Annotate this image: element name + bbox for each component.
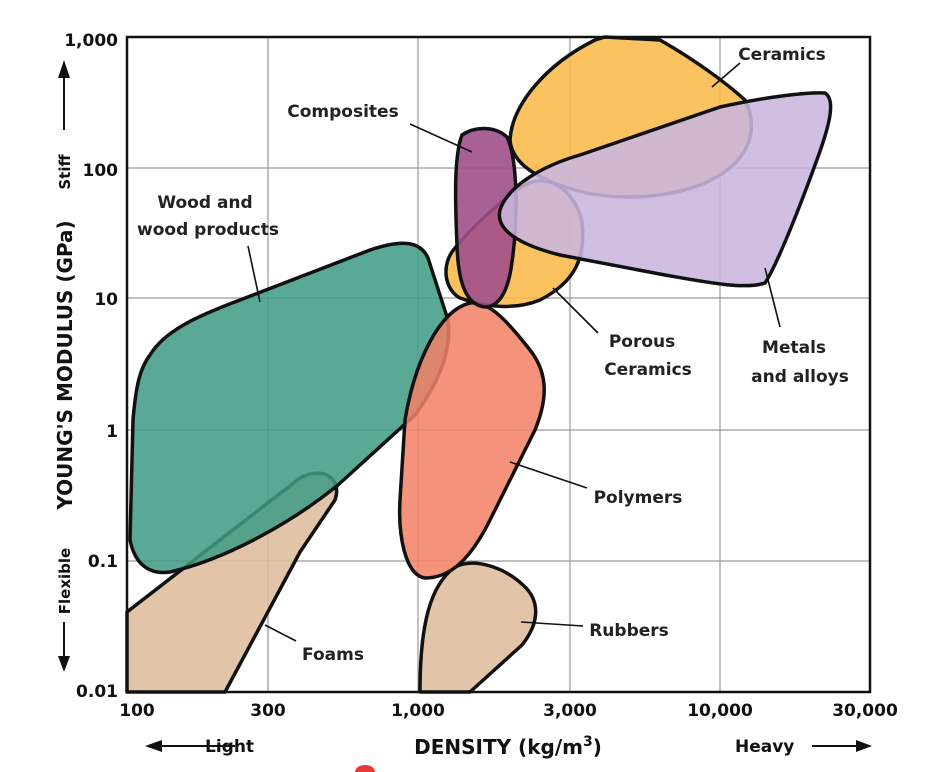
y-tick-label: 1,000 [64,31,118,51]
label-rubbers: Rubbers [589,621,669,641]
region-composites [453,126,518,309]
label-composites: Composites [287,102,398,122]
x-tick-label: 1,000 [391,701,445,721]
x-tick-label: 10,000 [687,701,753,721]
label-wood: Wood and wood products [137,193,279,240]
label-metals: Metals and alloys [751,338,849,387]
y-tick-label: 100 [83,161,119,181]
label-metals-line2: and alloys [751,367,849,387]
leader-lines [247,62,781,642]
label-wood-line1: Wood and [157,193,252,213]
direction-hints: Light Heavy Stiff Flexible [56,60,872,757]
region-rubbers [418,561,538,694]
cursor-marker [355,765,375,772]
arrow-down-icon [58,656,70,672]
regions [125,35,833,694]
y-tick-labels: 1,000 100 10 1 0.1 0.01 [64,31,118,702]
label-foams: Foams [302,645,364,665]
label-ceramics: Ceramics [738,45,826,65]
plot-frame [125,35,872,694]
x-axis-title-main: DENSITY (kg/m [414,735,583,759]
label-polymers: Polymers [594,488,683,508]
y-axis-title: YOUNG'S MODULUS (GPa) [53,220,77,510]
region-polymers [397,301,546,580]
y-tick-label: 0.1 [88,552,118,572]
label-wood-line2: wood products [137,220,279,240]
x-tick-label: 100 [119,701,155,721]
arrow-right-icon [856,740,872,752]
y-tick-label: 1 [106,422,118,442]
hint-heavy: Heavy [735,737,794,757]
x-tick-label: 30,000 [832,701,898,721]
hint-stiff: Stiff [56,154,74,190]
x-tick-label: 3,000 [543,701,597,721]
arrow-up-icon [58,60,70,78]
hint-flexible: Flexible [56,548,74,614]
y-tick-label: 10 [94,290,118,310]
region-labels: Ceramics Composites Wood and wood produc… [137,45,849,665]
hint-light: Light [205,737,254,757]
label-porous-ceramics: Porous Ceramics [604,332,692,380]
x-axis-title-sup: 3 [583,734,593,750]
x-tick-labels: 100 300 1,000 3,000 10,000 30,000 [119,701,898,721]
region-metals [497,91,833,288]
label-porous-line1: Porous [609,332,675,352]
y-tick-label: 0.01 [76,682,118,702]
label-metals-line1: Metals [762,338,826,358]
x-axis-title-end: ) [593,735,602,759]
x-axis-title: DENSITY (kg/m3) [414,734,602,759]
label-porous-line2: Ceramics [604,360,692,380]
x-tick-label: 300 [250,701,286,721]
arrow-left-icon [145,740,162,752]
